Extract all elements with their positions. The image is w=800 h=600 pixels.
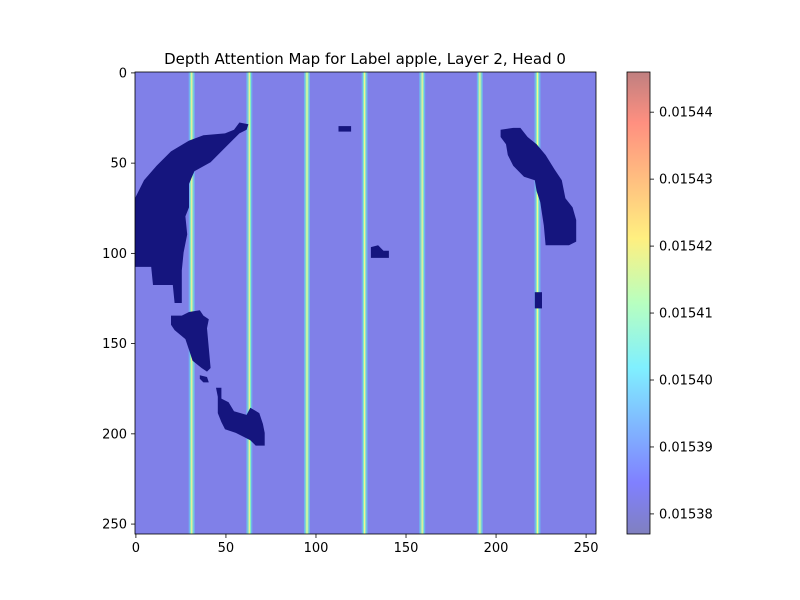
x-tick-label: 100	[304, 541, 329, 556]
x-tick-label: 0	[132, 541, 140, 556]
x-axis: 0 50 100 150 200 250	[132, 534, 599, 556]
region-left-arc-lower-1	[171, 310, 211, 372]
colorbar-tick-label: 0.01541	[659, 307, 713, 322]
chart-title: Depth Attention Map for Label apple, Lay…	[164, 50, 566, 68]
region-dot-1	[338, 126, 352, 132]
y-tick-label: 0	[119, 66, 127, 81]
colorbar-tick-label: 0.01540	[659, 374, 713, 389]
x-tick-label: 250	[574, 541, 599, 556]
region-right-arc	[500, 127, 577, 246]
colorbar-gradient	[627, 72, 650, 534]
colorbar-tick-label: 0.01538	[659, 507, 713, 522]
colorbar-tick-label: 0.01542	[659, 240, 713, 255]
y-axis: 0 50 100 150 200 250	[102, 66, 135, 533]
y-tick-label: 250	[102, 518, 127, 533]
mask-regions	[135, 122, 577, 446]
y-tick-label: 150	[102, 337, 127, 352]
colorbar-tick-label: 0.01544	[659, 106, 713, 121]
y-tick-label: 100	[102, 247, 127, 262]
colorbar-tick-label: 0.01543	[659, 173, 713, 188]
region-left-arc-upper	[135, 122, 249, 303]
colorbar-frame	[626, 71, 651, 535]
region-right-small	[534, 292, 542, 309]
plot-frame	[134, 71, 597, 535]
x-tick-label: 150	[394, 541, 419, 556]
y-tick-label: 200	[102, 427, 127, 442]
x-tick-label: 50	[218, 541, 235, 556]
colorbar-tick-label: 0.01539	[659, 440, 713, 455]
heatmap-plot	[135, 72, 596, 534]
colorbar: 0.01538 0.01539 0.01540 0.01541 0.01542 0.015…	[626, 71, 713, 535]
region-dot-2	[370, 245, 389, 258]
region-left-arc-lower-3	[216, 387, 265, 446]
region-left-arc-lower-2	[199, 375, 209, 383]
y-tick-label: 50	[110, 157, 127, 172]
x-tick-label: 200	[484, 541, 509, 556]
colorbar-ticks: 0.01538 0.01539 0.01540 0.01541 0.01542 0.015…	[650, 106, 713, 522]
